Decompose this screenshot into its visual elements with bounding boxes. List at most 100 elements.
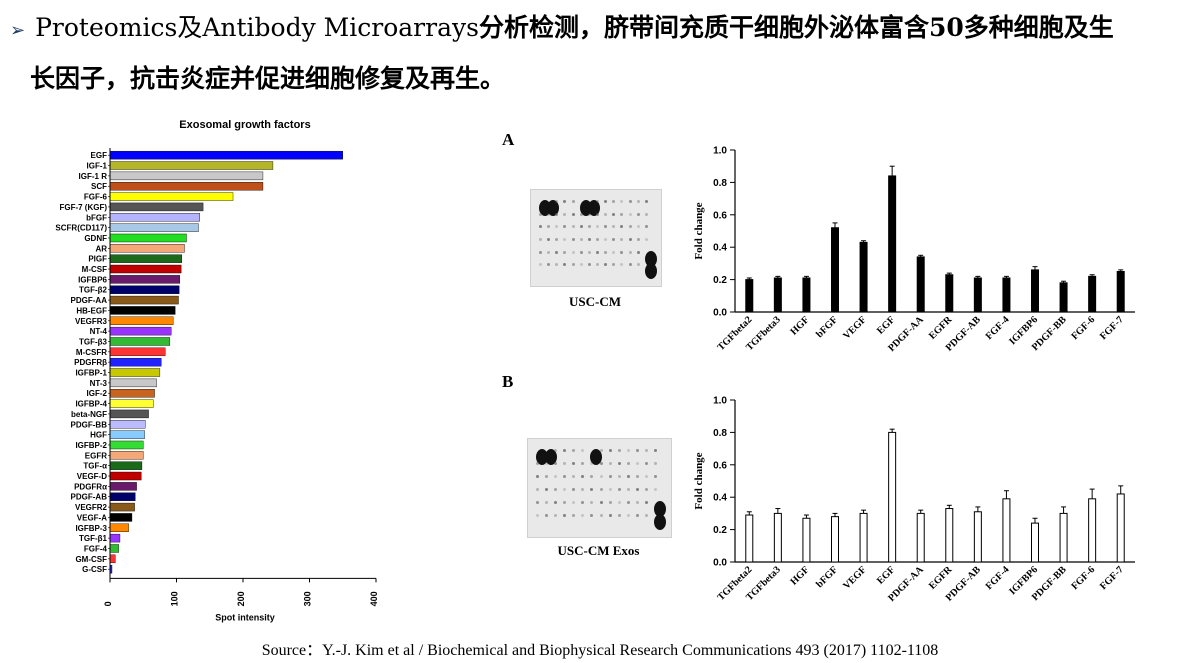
category-label-gm-csf: GM-CSF [75,555,107,564]
blot-spot [626,449,630,452]
panel-a-y-label: Fold change [693,202,705,259]
blot-spot [628,263,632,267]
panel-b-bar-hgf [802,517,811,563]
blot-spot [590,514,594,517]
blot-spot [587,250,591,254]
panel-b-x-label-vegf: VEGF [841,564,868,591]
blot-spot [612,200,616,203]
panel-b-y-label: Fold change [693,452,705,509]
panel-b-bar-vegf [859,512,868,563]
panel-a-bar-fgf-4 [1002,277,1011,313]
blot-spot [579,250,583,254]
arrow-bullet-icon: ➢ [10,20,26,41]
panel-a-bar-pdgf-bb [1059,282,1068,313]
category-label-hgf: HGF [90,431,107,440]
blot-spot [571,263,575,267]
blot-spot [604,212,608,216]
panel-a-y-tick-label: 1.0 [713,146,727,157]
blot-spot [596,263,599,267]
blot-spot [539,238,542,241]
blot-spot [581,488,585,491]
bar-nt-4 [109,326,172,336]
bar-tgf-3 [109,337,171,346]
category-label-scfr-cd117: SCFR(CD117) [55,224,107,233]
blot-spot [620,238,624,241]
bar-fgf-4 [109,544,119,553]
blot-spot [572,501,576,504]
blot-spot [604,250,608,254]
blot-spot [554,501,558,504]
bar-vegfr2 [109,502,135,512]
blot-spot [579,212,583,216]
blot-spot [536,488,539,491]
panel-b-letter: B [502,372,514,391]
panel-b-y-tick-label: 1.0 [713,396,727,407]
category-label-pdgf-bb: PDGF-BB [71,420,108,429]
blot-spot [628,238,632,241]
blot-spot [635,462,639,465]
blot-spot [536,449,548,465]
category-label-vegf-d: VEGF-D [77,472,107,481]
blot-spot [555,212,559,216]
panel-a-y-tick-label: 0.8 [713,178,727,189]
bar-pdgf-ab [109,492,136,501]
blot-spot [626,501,630,504]
category-label-pdgfr: PDGFRα [74,482,107,491]
blot-spot [653,449,657,452]
hchart-x-label: Spot intensity [215,612,275,622]
blot-spot [563,225,567,229]
bar-fgf-6 [109,192,234,201]
category-label-beta-ngf: beta-NGF [71,410,107,419]
blot-spot [608,475,612,478]
blot-spot [596,212,599,216]
panel-b-bar-pdgf-bb [1059,512,1068,563]
blot-spot [608,462,612,465]
panel-b-blot-caption: USC-CM Exos [557,543,640,558]
category-label-egfr: EGFR [85,451,107,460]
hchart-title: Exosomal growth factors [179,119,310,131]
blot-spot [587,263,591,267]
panel-b-bar-egf [888,431,897,563]
bar-egf [109,150,343,160]
panel-a-x-label-hgf: HGF [788,314,811,337]
blot-spot [572,475,576,478]
bar-igf-1 [109,161,274,170]
blot-spot [555,238,559,241]
blot-spot [612,225,616,229]
panel-b-y-tick-label: 0.4 [713,493,727,504]
blot-spot [599,449,603,452]
panel-a-y-tick-label: 0.6 [713,210,727,221]
bar-m-csfr [109,347,166,357]
category-label-igfbp-2: IGFBP-2 [75,441,107,450]
panel-b-blot-image [527,438,672,538]
blot-spot [572,514,576,517]
category-label-pigf: PIGF [88,255,107,264]
blot-spot [617,462,621,465]
blot-spot [547,263,551,267]
blot-spot [653,501,666,517]
category-label-m-csf: M-CSF [82,265,107,274]
panel-b-bar-pdgf-aa [916,512,925,563]
panel-b-x-label-bfgf: bFGF [814,564,840,590]
blot-spot [653,462,657,465]
blot-spot [590,475,594,478]
category-label-igfbp-4: IGFBP-4 [75,400,107,409]
blot-spot [644,488,648,491]
blot-spot [635,488,639,491]
blot-spot [620,225,624,229]
bar-tgf-2 [109,285,180,294]
panel-b-x-label-hgf: HGF [788,564,811,587]
blot-spot [554,462,558,465]
blot-spot [563,200,567,203]
bar-gm-csf [109,554,116,564]
heading-line1-zh: 分析检测，脐带间充质干细胞外泌体富含50多种细胞及生 [478,13,1114,42]
category-label-fgf-7-kgf: FGF-7 (KGF) [59,203,107,212]
blot-spot [599,475,603,478]
blot-spot [604,200,608,203]
blot-spot [626,462,630,465]
bar-pdgf-aa [109,295,179,305]
panel-b-bar-pdgf-ab [973,511,982,563]
blot-spot [536,475,539,478]
blot-spot [545,475,549,478]
